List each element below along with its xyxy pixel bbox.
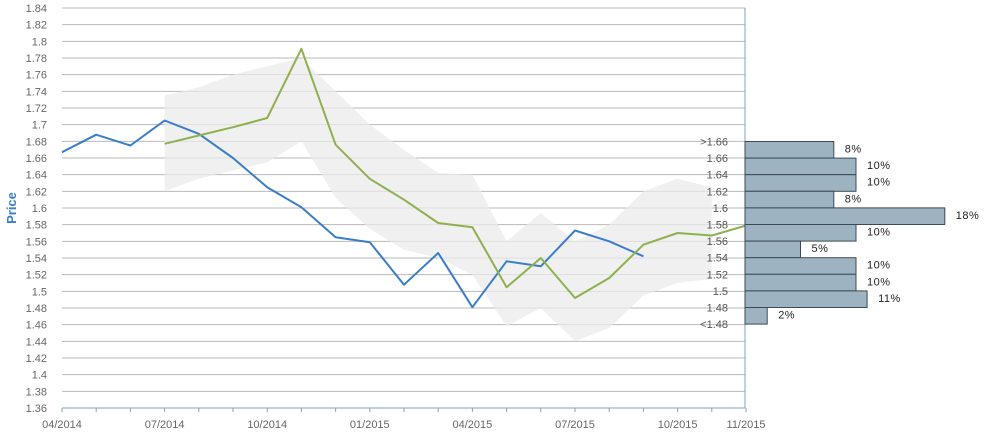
x-tick-label: 07/2015 — [555, 419, 595, 431]
y-tick-label: 1.44 — [26, 336, 47, 348]
y-tick-label: 1.54 — [26, 253, 47, 265]
x-tick-label: 04/2015 — [453, 419, 493, 431]
y-tick-label: 1.64 — [26, 170, 47, 182]
distribution-pct-label: 18% — [956, 210, 980, 222]
confidence-band-area — [164, 58, 712, 342]
y-tick-label: 1.6 — [32, 203, 47, 215]
distribution-pct-label: 8% — [845, 193, 862, 205]
distribution-pct-label: 11% — [878, 293, 901, 305]
y-tick-label: 1.5 — [32, 286, 47, 298]
x-tick-label: 01/2015 — [350, 419, 390, 431]
distribution-label: 1.5 — [713, 286, 728, 298]
y-tick-label: 1.52 — [26, 270, 47, 282]
distribution-label: 1.54 — [707, 253, 728, 265]
distribution-label: 1.56 — [707, 236, 728, 248]
x-tick-label: 07/2014 — [145, 419, 185, 431]
y-tick-label: 1.38 — [26, 386, 47, 398]
distribution-bar — [744, 174, 857, 192]
series-lines — [61, 47, 745, 309]
y-tick-label: 1.8 — [32, 36, 47, 48]
y-tick-label: 1.62 — [26, 186, 47, 198]
distribution-bar — [744, 157, 857, 176]
y-tick-label: 1.4 — [32, 370, 47, 382]
y-tick-label: 1.46 — [26, 320, 47, 332]
distribution-pct-label: 2% — [778, 310, 795, 322]
y-tick-label: 1.68 — [26, 136, 47, 148]
distribution-pct-label: 10% — [867, 276, 891, 288]
y-tick-label: 1.48 — [26, 303, 47, 315]
y-tick-label: 1.36 — [26, 403, 47, 415]
x-tick-label: 10/2014 — [247, 419, 287, 431]
y-tick-label: 1.7 — [32, 120, 47, 132]
y-tick-label: 1.84 — [26, 3, 47, 15]
distribution-label: 1.66 — [707, 153, 728, 165]
series-line-forecast — [164, 47, 745, 299]
y-tick-label: 1.74 — [26, 86, 47, 98]
y-tick-label: 1.72 — [26, 103, 47, 115]
distribution-label: 1.6 — [713, 203, 728, 215]
x-tick-label: 10/2015 — [658, 419, 698, 431]
y-tick-label: 1.56 — [26, 236, 47, 248]
distribution-pct-label: 10% — [867, 160, 891, 172]
distribution-pct-label: 10% — [867, 227, 891, 239]
distribution-bar — [744, 307, 768, 325]
y-tick-label: 1.66 — [26, 153, 47, 165]
y-tick-label: 1.42 — [26, 353, 47, 365]
distribution-label: 1.64 — [707, 170, 728, 182]
y-tick-label: 1.58 — [26, 220, 47, 232]
distribution-bar — [744, 207, 946, 225]
distribution-label: >1.66 — [700, 137, 728, 149]
distribution-bar — [744, 240, 801, 259]
distribution-label: 1.52 — [707, 269, 728, 281]
distribution-label: 1.48 — [707, 303, 728, 315]
confidence-band — [164, 58, 712, 342]
distribution-pct-label: 5% — [812, 243, 829, 255]
distribution-pct-label: 8% — [845, 144, 862, 156]
x-tick-labels: 04/2014 07/2014 10/2014 01/2015 04/2015 07/20… — [42, 419, 765, 431]
distribution-label: 1.58 — [707, 220, 728, 232]
distribution-pct-label: 10% — [867, 260, 891, 272]
y-tick-labels: 1.36 1.38 1.4 1.42 1.44 1.46 1.48 1.5 1.52 1.54 1.… — [26, 3, 47, 415]
distribution-pct-label: 10% — [867, 177, 891, 189]
distribution-bar — [744, 224, 857, 242]
distribution-label: 1.62 — [707, 186, 728, 198]
y-tick-label: 1.76 — [26, 70, 47, 82]
distribution-bar — [744, 273, 857, 292]
distribution-bars: >1.66 8% 1.66 10% 1.64 10% 1.62 8% 1.6 18% 1.58 10%… — [700, 137, 979, 332]
y-tick-label: 1.78 — [26, 53, 47, 65]
distribution-bar — [744, 290, 868, 308]
distribution-bar — [744, 257, 857, 275]
x-tick-label: 04/2014 — [42, 419, 82, 431]
distribution-label: <1.48 — [700, 319, 728, 331]
y-axis-title: Price — [4, 192, 19, 224]
distribution-bar — [744, 190, 835, 209]
series-line-actual — [61, 119, 644, 309]
y-tick-label: 1.82 — [26, 20, 47, 32]
x-tick-label: 11/2015 — [727, 419, 766, 431]
distribution-bar — [744, 141, 835, 159]
